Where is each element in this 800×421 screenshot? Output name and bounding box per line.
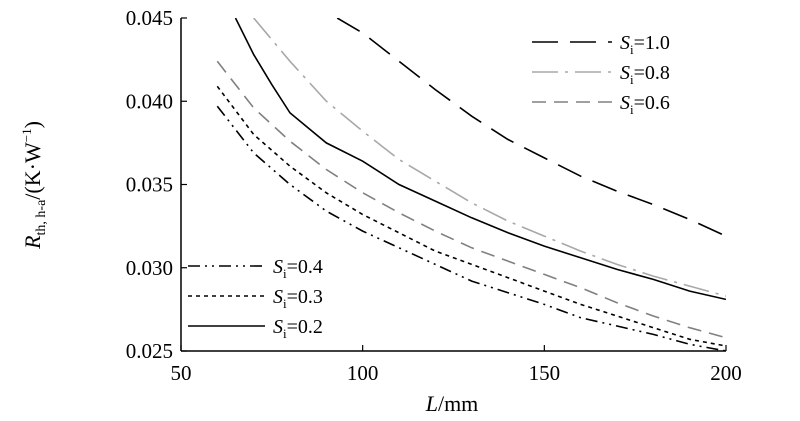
x-tick-label: 150	[529, 361, 561, 385]
legend-label-2: Si=0.6	[620, 92, 670, 117]
x-tick-label: 50	[171, 361, 192, 385]
series-line-2	[216, 60, 726, 339]
legend-layer: Si=1.0 Si=0.8 Si=0.6 Si=0.4 Si=0.3 Si=0.2	[188, 32, 670, 341]
series-line-3	[216, 105, 726, 351]
x-axis-title: L/mm	[425, 391, 479, 416]
legend-label-5: Si=0.2	[273, 316, 323, 341]
y-tick-label: 0.040	[126, 89, 173, 113]
legend-label-3: Si=0.4	[273, 256, 323, 281]
series-line-5	[234, 18, 726, 301]
y-tick-label: 0.025	[126, 339, 173, 363]
axis-titles: L/mm Rth, h-a/(K·W−1)	[19, 121, 478, 416]
y-tick-label: 0.030	[126, 256, 173, 280]
x-tick-label: 200	[710, 361, 742, 385]
series-line-0	[336, 18, 726, 237]
y-axis-title: Rth, h-a/(K·W−1)	[19, 121, 49, 250]
series-line-4	[216, 85, 726, 347]
series-layer	[216, 18, 726, 351]
y-tick-label: 0.035	[126, 173, 173, 197]
y-tick-label: 0.045	[126, 6, 173, 30]
legend-label-0: Si=1.0	[620, 32, 670, 57]
x-tick-label: 100	[347, 361, 379, 385]
chart-axes: 0.025 0.030 0.035 0.040 0.045 50 100 150 200	[126, 6, 742, 385]
legend-label-4: Si=0.3	[273, 286, 323, 311]
legend-label-1: Si=0.8	[620, 62, 670, 87]
